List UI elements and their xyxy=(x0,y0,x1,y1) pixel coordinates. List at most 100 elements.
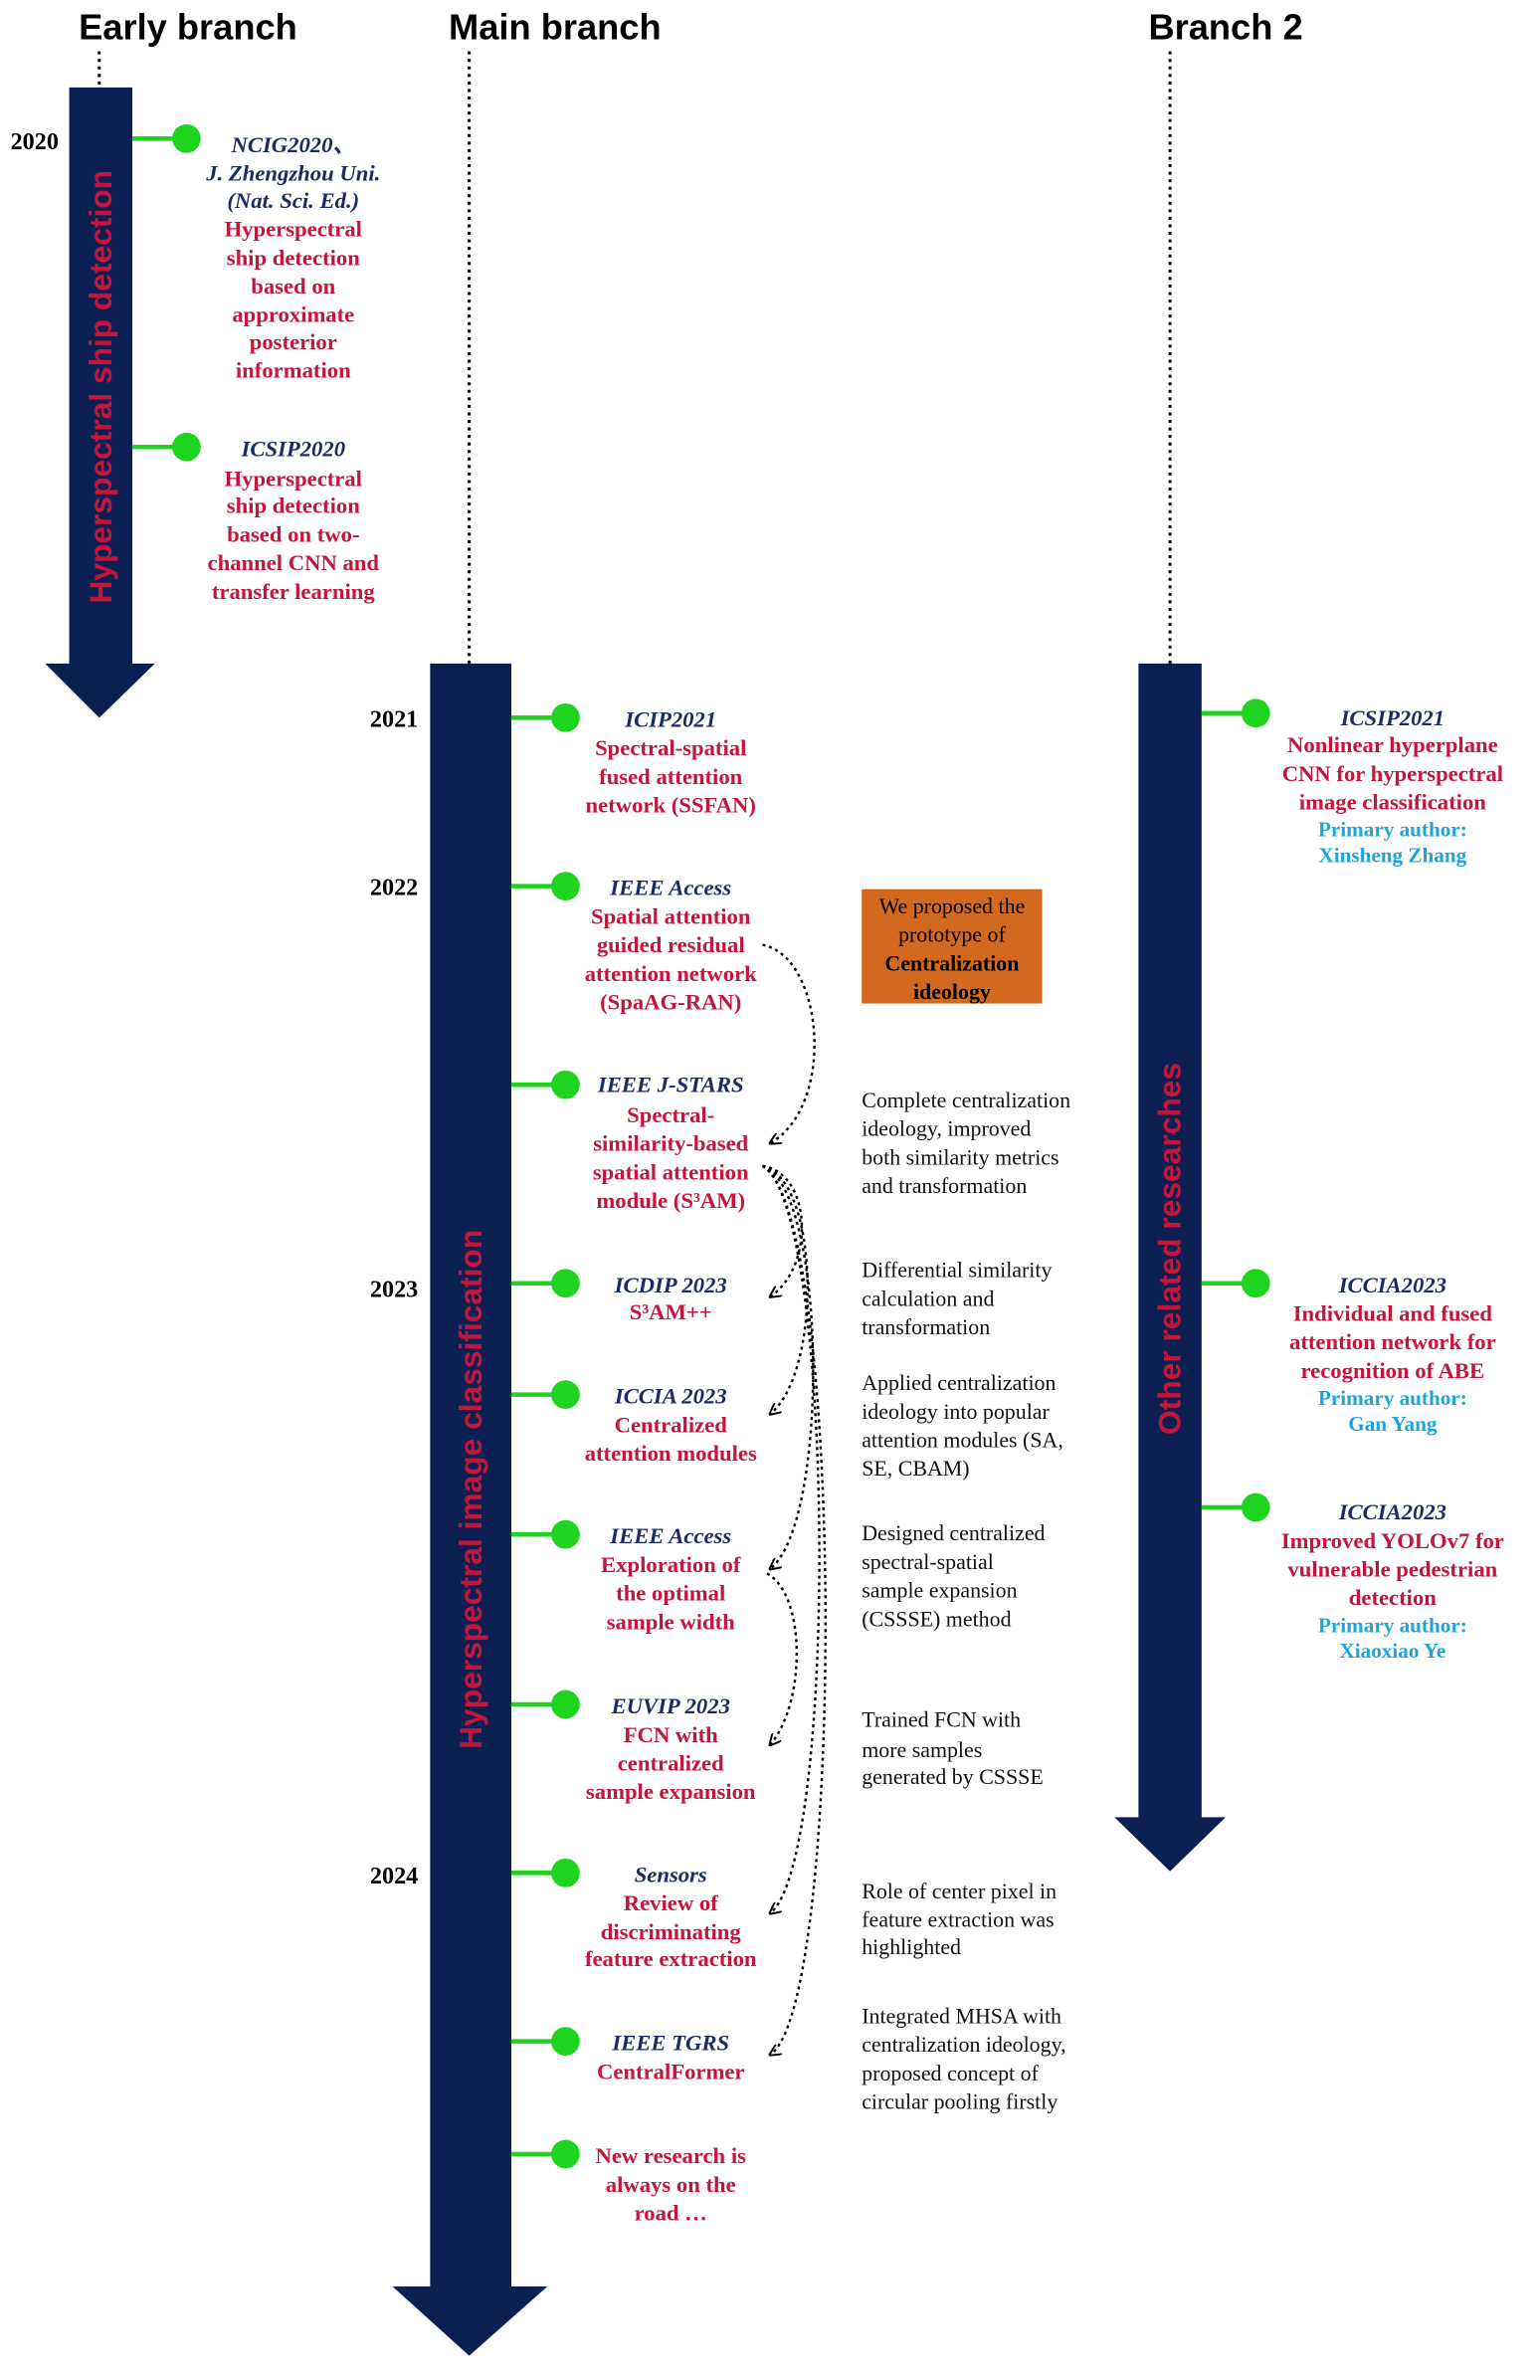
paper-title-line: Centralized xyxy=(615,1412,728,1437)
timeline-node xyxy=(551,1858,580,1887)
paper-title-line: sample width xyxy=(607,1609,735,1634)
notes: Complete centralization ideology, improv… xyxy=(862,1088,1070,2114)
paper-title-line: approximate xyxy=(232,302,354,327)
year-label: 2022 xyxy=(370,875,418,901)
note-line: Complete centralization xyxy=(862,1088,1070,1112)
timeline-node xyxy=(551,1689,580,1719)
paper-title-line: sample expansion xyxy=(586,1779,756,1804)
paper-title-line: Improved YOLOv7 for xyxy=(1281,1528,1504,1553)
timeline-node xyxy=(1241,698,1270,728)
paper-title-line: image classification xyxy=(1299,790,1487,815)
paper-title-line: detection xyxy=(1349,1585,1437,1610)
paper-title-line: (SpaAG-RAN) xyxy=(600,990,741,1015)
note-line: spectral-spatial xyxy=(862,1549,994,1574)
paper-title-line: Spectral-spatial xyxy=(595,735,746,760)
paper-title-line: Nonlinear hyperplane xyxy=(1287,732,1498,757)
venue-label: ICCIA 2023 xyxy=(614,1384,727,1409)
timeline-node xyxy=(551,1269,580,1298)
paper-title-line: feature extraction xyxy=(585,1946,757,1971)
venue-label: IEEE Access xyxy=(609,876,731,900)
note-line: (CSSSE) method xyxy=(862,1606,1011,1631)
paper-title-line: Exploration of xyxy=(601,1552,741,1577)
prototype-box-line: prototype of xyxy=(898,922,1006,947)
main-branch-arrow xyxy=(392,663,548,2356)
prototype-box-background xyxy=(862,889,1043,1004)
citation-curves xyxy=(761,943,827,2056)
branch-2-connectors xyxy=(1201,698,1270,1522)
main-entries: ICIP2021 Spectral-spatial fused attentio… xyxy=(585,706,757,2225)
prototype-box: We proposed the prototype of Centralizat… xyxy=(862,889,1043,1004)
note-line: Trained FCN with xyxy=(862,1707,1021,1732)
note-line: feature extraction was xyxy=(862,1907,1054,1932)
paper-title-line: ship detection xyxy=(227,494,360,518)
paper-title-line: Review of xyxy=(624,1890,718,1915)
venue-label: NCIG2020、 xyxy=(230,132,355,157)
timeline-node xyxy=(1241,1492,1270,1522)
note-line: generated by CSSSE xyxy=(862,1764,1044,1789)
paper-title-line: based on two- xyxy=(227,521,359,546)
paper-title-line: discriminating xyxy=(601,1919,742,1944)
paper-title-line: posterior xyxy=(250,329,337,354)
venue-label: J. Zhengzhou Uni. xyxy=(205,161,380,186)
paper-title-line: Hyperspectral xyxy=(225,467,362,492)
paper-title-line: ship detection xyxy=(227,245,360,270)
timeline-node xyxy=(551,2027,580,2056)
note-line: calculation and xyxy=(862,1286,994,1310)
paper-title-line: CNN for hyperspectral xyxy=(1282,761,1503,786)
paper-title-line: spatial attention xyxy=(593,1159,749,1184)
paper-title-line: similarity-based xyxy=(593,1131,748,1156)
timeline-node xyxy=(551,2139,580,2169)
early-connectors xyxy=(132,123,201,462)
note-line: sample expansion xyxy=(862,1578,1017,1603)
venue-label: ICCIA2023 xyxy=(1338,1499,1446,1524)
citation-curve xyxy=(761,1164,827,2055)
paper-title-line: information xyxy=(236,358,351,383)
main-branch-arrow-label: Hyperspectral image classification xyxy=(453,1230,488,1749)
note-line: transformation xyxy=(862,1314,990,1339)
early-entry-1: NCIG2020、 J. Zhengzhou Uni. (Nat. Sci. E… xyxy=(205,132,380,383)
year-label: 2023 xyxy=(370,1276,418,1302)
note-line: circular pooling firstly xyxy=(862,2089,1058,2114)
main-connectors xyxy=(510,702,580,2169)
author-name: Gan Yang xyxy=(1348,1412,1438,1436)
paper-title-line: attention network for xyxy=(1289,1329,1496,1354)
paper-title-line: road … xyxy=(635,2201,707,2226)
branch-2-entries: ICSIP2021 Nonlinear hyperplane CNN for h… xyxy=(1281,705,1504,1663)
header-main-branch: Main branch xyxy=(449,7,662,48)
citation-curve xyxy=(762,1164,815,1569)
paper-title-line: Spectral- xyxy=(627,1102,714,1127)
note-line: ideology into popular xyxy=(862,1399,1050,1424)
timeline-node xyxy=(551,702,580,732)
author-label: Primary author: xyxy=(1318,1386,1467,1410)
note-line: Applied centralization xyxy=(862,1370,1056,1395)
paper-title-line: attention modules xyxy=(585,1441,757,1466)
note-line: more samples xyxy=(862,1737,982,1762)
early-entry-2: ICSIP2020 Hyperspectral ship detection b… xyxy=(208,436,380,604)
note-line: attention modules (SA, xyxy=(862,1428,1063,1453)
citation-curve xyxy=(761,1164,821,1913)
author-name: Xinsheng Zhang xyxy=(1318,843,1466,867)
paper-title-line: module (S³AM) xyxy=(596,1188,745,1213)
timeline-node xyxy=(551,1380,580,1409)
timeline-node xyxy=(551,1070,580,1099)
note-line: Role of center pixel in xyxy=(862,1879,1057,1903)
paper-title-line: network (SSFAN) xyxy=(586,793,756,818)
paper-title-line: New research is xyxy=(596,2143,747,2168)
paper-title-line: channel CNN and xyxy=(208,550,380,575)
paper-title-line: Spatial attention xyxy=(591,903,751,928)
paper-title-line: attention network xyxy=(585,961,757,986)
paper-title-line: recognition of ABE xyxy=(1301,1358,1485,1383)
venue-label: IEEE Access xyxy=(609,1523,731,1548)
venue-label: ICDIP 2023 xyxy=(614,1273,727,1297)
timeline-node xyxy=(172,432,201,462)
note-line: and transformation xyxy=(862,1173,1027,1198)
venue-label: ICCIA2023 xyxy=(1338,1273,1446,1297)
author-label: Primary author: xyxy=(1318,818,1467,842)
early-branch-arrow xyxy=(45,87,155,718)
venue-label: IEEE J-STARS xyxy=(597,1073,744,1097)
note-line: ideology, improved xyxy=(862,1116,1031,1141)
venue-label: Sensors xyxy=(635,1862,707,1886)
venue-label: IEEE TGRS xyxy=(611,2031,729,2056)
paper-title-line: fused attention xyxy=(599,764,743,789)
author-label: Primary author: xyxy=(1318,1613,1467,1637)
